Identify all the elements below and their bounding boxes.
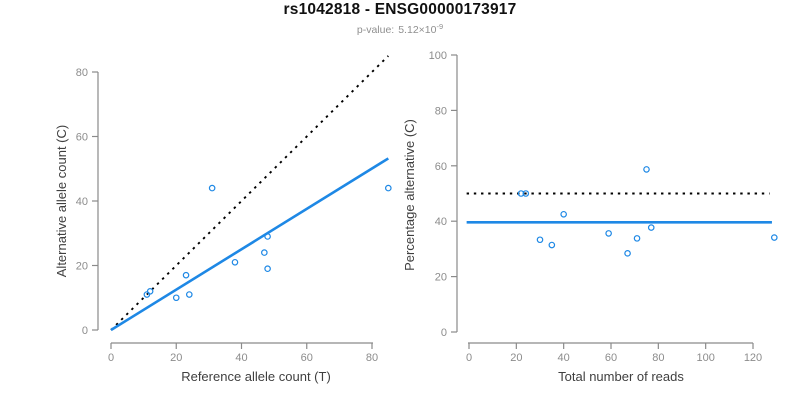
y-tick-label: 20 <box>435 272 447 284</box>
right-scatter-plot: 0 20 40 60 80 100 120 0 20 40 60 80 100 Total number … <box>402 50 778 384</box>
x-tick-label: 0 <box>466 352 472 364</box>
data-point <box>633 235 641 242</box>
x-tick-label: 120 <box>744 352 762 364</box>
y-tick-label: 40 <box>435 216 447 228</box>
data-point <box>264 265 271 273</box>
x-tick-label: 20 <box>510 352 522 364</box>
identity-line <box>110 55 389 331</box>
data-point <box>182 271 190 279</box>
figure-title: rs1042818 - ENSG00000173917 <box>283 1 517 18</box>
data-point <box>385 184 392 192</box>
y-tick-label: 0 <box>441 327 447 339</box>
x-tick-label: 80 <box>652 352 664 364</box>
data-point <box>771 234 778 241</box>
y-tick-label: 40 <box>76 196 88 208</box>
fit-line <box>110 157 389 332</box>
x-tick-label: 40 <box>235 352 247 364</box>
pvalue-exponent: -9 <box>436 22 444 31</box>
data-point <box>208 184 216 192</box>
y-tick-label: 60 <box>76 132 88 144</box>
x-tick-label: 60 <box>605 352 617 364</box>
x-axis-title: Reference allele count (T) <box>181 369 331 384</box>
data-point <box>172 294 180 302</box>
y-tick-label: 80 <box>76 67 88 79</box>
pvalue-mantissa: 5.12×10 <box>398 24 437 36</box>
data-point <box>605 230 612 237</box>
data-point <box>517 190 525 197</box>
pvalue-label: p-value: <box>356 24 395 36</box>
x-tick-label: 60 <box>301 352 313 364</box>
data-point <box>264 233 271 240</box>
y-axis-title: Alternative allele count (C) <box>54 125 69 277</box>
y-tick-label: 20 <box>76 261 88 273</box>
y-tick-label: 100 <box>429 50 447 62</box>
x-tick-label: 80 <box>366 352 378 364</box>
y-axis-title: Percentage alternative (C) <box>402 119 417 271</box>
data-point <box>261 249 268 256</box>
x-tick-label: 100 <box>696 352 714 364</box>
x-tick-label: 40 <box>558 352 570 364</box>
data-point <box>536 236 544 244</box>
data-point <box>560 210 567 218</box>
data-point <box>643 166 650 173</box>
data-point <box>146 287 154 295</box>
x-tick-label: 0 <box>108 352 114 364</box>
x-axis-title: Total number of reads <box>558 369 684 384</box>
data-point <box>624 250 631 257</box>
y-tick-label: 60 <box>435 161 447 173</box>
data-point <box>647 224 655 231</box>
y-tick-label: 80 <box>435 105 447 117</box>
left-scatter-plot: 0 20 40 60 80 0 20 40 60 80 Reference allele count… <box>54 55 392 384</box>
data-point <box>548 241 556 249</box>
x-tick-label: 20 <box>170 352 182 364</box>
y-tick-label: 0 <box>82 325 88 337</box>
data-point <box>231 258 239 266</box>
data-point <box>186 291 193 298</box>
figure-subtitle: p-value: 5.12×10-9 <box>0 22 800 36</box>
data-point <box>522 190 530 197</box>
